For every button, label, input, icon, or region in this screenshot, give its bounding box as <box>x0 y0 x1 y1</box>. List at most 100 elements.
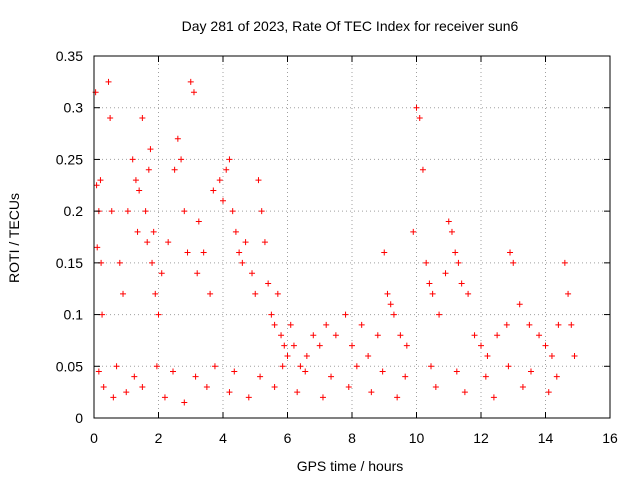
data-point-marker <box>445 218 452 225</box>
data-point-marker <box>192 373 199 380</box>
data-point-marker <box>145 166 152 173</box>
data-point-marker <box>442 270 449 277</box>
data-point-marker <box>134 228 141 235</box>
y-tick-label: 0.3 <box>64 100 84 116</box>
data-point-marker <box>342 311 349 318</box>
data-point-marker <box>416 115 423 122</box>
data-point-marker <box>271 321 278 328</box>
data-point-marker <box>223 166 230 173</box>
data-point-marker <box>365 352 372 359</box>
data-point-marker <box>271 383 278 390</box>
x-tick-label: 14 <box>538 430 554 446</box>
x-axis-label: GPS time / hours <box>297 458 404 474</box>
data-point-marker <box>419 166 426 173</box>
data-point-marker <box>402 373 409 380</box>
data-point-marker <box>257 373 264 380</box>
data-point-marker <box>453 368 460 375</box>
data-point-marker <box>410 228 417 235</box>
y-tick-label: 0.1 <box>64 307 84 323</box>
data-point-marker <box>381 249 388 256</box>
data-point-marker <box>94 244 101 251</box>
data-point-marker <box>268 311 275 318</box>
data-point-marker <box>302 368 309 375</box>
data-point-marker <box>349 342 355 349</box>
data-point-marker <box>507 249 514 256</box>
data-point-marker <box>149 259 156 266</box>
data-point-marker <box>426 280 433 287</box>
data-point-marker <box>131 373 138 380</box>
y-tick-label: 0 <box>75 410 83 426</box>
data-point-marker <box>390 311 397 318</box>
data-point-marker <box>548 352 555 359</box>
data-point-marker <box>171 166 178 173</box>
data-point-marker <box>297 363 304 370</box>
x-tick-label: 6 <box>284 430 292 446</box>
data-point-marker <box>232 228 239 235</box>
data-point-marker <box>310 332 317 339</box>
data-point-marker <box>100 383 107 390</box>
data-point-marker <box>252 290 259 297</box>
data-point-marker <box>565 290 572 297</box>
data-point-marker <box>545 389 552 396</box>
data-point-marker <box>110 394 117 401</box>
data-point-marker <box>239 259 246 266</box>
data-point-marker <box>332 332 339 339</box>
data-point-marker <box>120 290 127 297</box>
x-tick-label: 10 <box>409 430 425 446</box>
data-point-marker <box>553 373 560 380</box>
chart-title: Day 281 of 2023, Rate Of TEC Index for r… <box>182 18 519 34</box>
data-point-marker <box>319 394 326 401</box>
data-point-marker <box>519 383 526 390</box>
data-point-marker <box>194 270 201 277</box>
data-point-marker <box>484 352 491 359</box>
data-point-marker <box>274 290 281 297</box>
grid-lines <box>94 56 610 418</box>
data-point-marker <box>132 177 139 184</box>
data-point-marker <box>505 363 512 370</box>
data-point-marker <box>290 342 297 349</box>
data-point-marker <box>294 389 301 396</box>
data-point-marker <box>190 89 197 96</box>
data-point-marker <box>139 383 146 390</box>
data-point-marker <box>490 394 497 401</box>
data-point-marker <box>258 208 265 215</box>
data-point-marker <box>413 104 420 111</box>
data-point-marker <box>384 290 391 297</box>
data-point-marker <box>211 363 218 370</box>
x-tick-label: 8 <box>348 430 356 446</box>
data-point-marker <box>394 394 401 401</box>
data-point-marker <box>571 352 578 359</box>
data-point-marker <box>374 332 381 339</box>
data-point-marker <box>181 399 188 406</box>
data-point-marker <box>452 249 459 256</box>
data-point-marker <box>284 352 291 359</box>
data-point-marker <box>170 368 177 375</box>
data-point-marker <box>229 208 236 215</box>
data-point-marker <box>527 368 534 375</box>
x-tick-label: 2 <box>155 430 163 446</box>
data-point-marker <box>429 290 436 297</box>
data-point-marker <box>397 332 404 339</box>
data-point-marker <box>200 249 207 256</box>
data-point-marker <box>482 373 489 380</box>
data-point-marker <box>261 239 268 246</box>
data-point-marker <box>279 363 286 370</box>
data-point-marker <box>152 290 159 297</box>
data-point-marker <box>403 342 410 349</box>
data-point-marker <box>150 228 157 235</box>
data-point-marker <box>328 373 335 380</box>
data-point-marker <box>220 197 226 204</box>
data-point-marker <box>461 389 468 396</box>
data-point-marker <box>358 321 365 328</box>
data-point-marker <box>265 280 272 287</box>
data-point-marker <box>503 321 510 328</box>
data-point-marker <box>478 342 484 349</box>
y-tick-label: 0.05 <box>56 358 83 374</box>
data-point-marker <box>95 368 102 375</box>
data-point-marker <box>278 332 285 339</box>
data-point-marker <box>345 383 352 390</box>
data-point-marker <box>242 239 249 246</box>
data-point-marker <box>136 187 143 194</box>
axis-ticks: 0 2 4 6 8 10 12 14 16 0 0.05 0.1 0.15 0.2 0.25 0.3 0.35 <box>56 48 618 446</box>
data-point-marker <box>353 363 360 370</box>
